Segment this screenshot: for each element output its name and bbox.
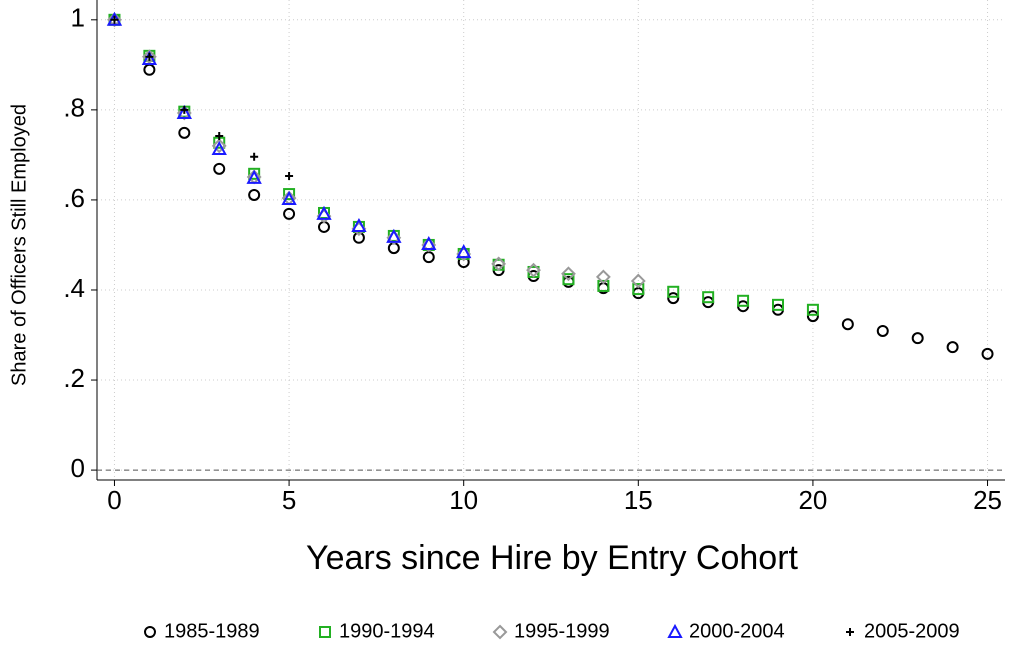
point (456, 244, 472, 259)
point (421, 235, 437, 251)
point (248, 167, 261, 180)
point (141, 49, 157, 65)
point (176, 104, 192, 120)
point (595, 269, 611, 285)
x-tick-label: 20 (798, 485, 827, 515)
legend-label: 2005-2009 (864, 620, 960, 642)
x-tick-label: 0 (107, 485, 121, 515)
y-tick-label: .8 (63, 93, 85, 123)
point (946, 341, 959, 354)
y-axis-title: Share of Officers Still Employed (8, 104, 30, 386)
point (250, 152, 259, 161)
point (351, 217, 367, 233)
legend-marker (319, 626, 331, 638)
point (772, 298, 784, 311)
point (141, 50, 158, 65)
point (248, 188, 261, 201)
point (667, 292, 680, 305)
x-tick-label: 25 (973, 485, 1002, 515)
point (316, 205, 332, 220)
y-tick-label: .2 (63, 363, 85, 393)
point (213, 162, 226, 175)
y-tick-label: 0 (71, 453, 85, 483)
point (702, 291, 715, 304)
point (876, 324, 889, 337)
point (283, 188, 296, 201)
legend-marker (846, 628, 854, 636)
point (285, 172, 294, 181)
point (145, 52, 154, 61)
point (806, 310, 819, 323)
legend-label: 1995-1999 (514, 620, 610, 642)
point (215, 131, 224, 140)
point (386, 230, 402, 246)
legend-marker (144, 626, 156, 638)
point (386, 228, 402, 243)
x-tick-label: 15 (624, 485, 653, 515)
legend-label: 1985-1989 (164, 620, 260, 642)
point (211, 138, 227, 154)
point (246, 169, 262, 184)
point (630, 273, 646, 289)
x-tick-label: 10 (449, 485, 478, 515)
point (281, 190, 297, 206)
legend-label: 2000-2004 (689, 620, 785, 642)
point (562, 273, 575, 286)
point (178, 126, 191, 139)
point (737, 294, 750, 307)
point (422, 251, 435, 264)
point (806, 303, 819, 316)
point (632, 283, 645, 296)
point (841, 318, 854, 331)
point (981, 347, 994, 360)
point (561, 266, 576, 282)
point (526, 262, 541, 278)
point (667, 285, 680, 298)
legend-marker (492, 624, 508, 640)
legend-marker (667, 623, 683, 638)
point (491, 256, 507, 272)
point (110, 15, 119, 24)
x-axis-title: Years since Hire by Entry Cohort (306, 539, 799, 577)
y-tick-label: .6 (63, 183, 85, 213)
point (143, 63, 156, 76)
point (421, 237, 437, 253)
point (180, 105, 189, 114)
point (211, 140, 227, 156)
legend-label: 1990-1994 (339, 620, 435, 642)
point (911, 332, 924, 345)
x-tick-label: 5 (282, 485, 296, 515)
y-tick-label: 1 (71, 3, 85, 33)
point (597, 279, 610, 292)
y-tick-label: .4 (63, 273, 85, 303)
point (283, 207, 296, 220)
